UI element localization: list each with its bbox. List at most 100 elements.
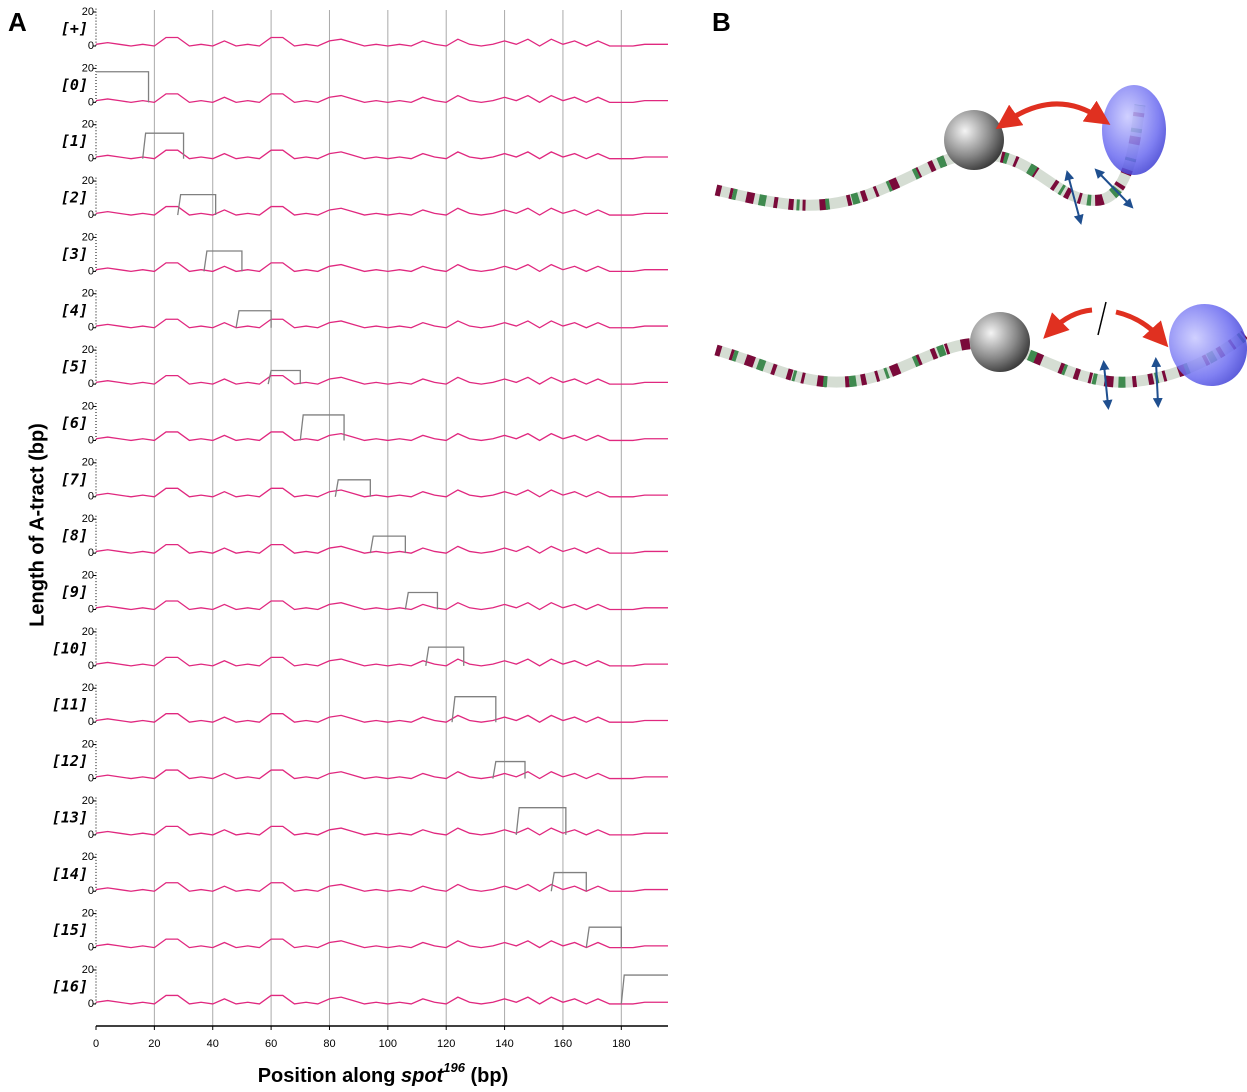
arrow bbox=[1043, 307, 1093, 339]
panel-title: [7] bbox=[61, 470, 88, 488]
x-label-part: spot bbox=[401, 1065, 445, 1087]
y-tick-label: 0 bbox=[88, 434, 94, 446]
y-tick-label: 20 bbox=[82, 908, 94, 920]
data-line bbox=[585, 926, 622, 948]
x-tick-label: 80 bbox=[323, 1038, 335, 1050]
slash bbox=[1097, 301, 1107, 336]
panel-title: [0] bbox=[61, 76, 88, 94]
y-tick-label: 20 bbox=[82, 626, 94, 638]
panel-title: [11] bbox=[52, 696, 88, 714]
dna-top bbox=[714, 104, 1146, 211]
panel-title: [4] bbox=[61, 301, 88, 319]
data-line bbox=[95, 374, 668, 385]
panel-title: [6] bbox=[61, 414, 88, 432]
data-line bbox=[95, 149, 668, 160]
x-tick-label: 0 bbox=[93, 1038, 99, 1050]
y-tick-label: 0 bbox=[88, 716, 94, 728]
arrow bbox=[1115, 309, 1169, 348]
data-line bbox=[177, 194, 217, 216]
y-tick-label: 20 bbox=[82, 6, 94, 18]
data-line bbox=[95, 938, 668, 949]
y-tick-label: 20 bbox=[82, 513, 94, 525]
data-line bbox=[95, 487, 668, 498]
panel-title: [1] bbox=[61, 132, 88, 150]
x-label-part: (bp) bbox=[465, 1065, 508, 1087]
data-line bbox=[95, 431, 668, 442]
data-line bbox=[95, 713, 668, 723]
panel-label: B bbox=[712, 7, 731, 37]
panel-title: [8] bbox=[61, 527, 88, 545]
data-line bbox=[95, 882, 668, 893]
data-line bbox=[95, 36, 668, 47]
y-tick-label: 0 bbox=[88, 378, 94, 390]
data-line bbox=[95, 205, 668, 216]
arrow bbox=[995, 100, 1111, 130]
y-tick-label: 20 bbox=[82, 738, 94, 750]
y-tick-label: 20 bbox=[82, 175, 94, 187]
x-tick-label: 120 bbox=[437, 1038, 455, 1050]
y-tick-label: 20 bbox=[82, 344, 94, 356]
x-tick-label: 100 bbox=[379, 1038, 397, 1050]
y-tick-label: 0 bbox=[88, 829, 94, 841]
panel-title: [14] bbox=[52, 865, 88, 883]
panel-title: [5] bbox=[61, 358, 88, 376]
y-tick-label: 0 bbox=[88, 322, 94, 334]
sphere bbox=[970, 312, 1030, 372]
panel-title: [2] bbox=[61, 189, 88, 207]
small-arrows bbox=[1064, 168, 1134, 225]
y-tick-label: 20 bbox=[82, 400, 94, 412]
x-tick-label: 60 bbox=[265, 1038, 277, 1050]
y-tick-label: 20 bbox=[82, 457, 94, 469]
y-tick-label: 0 bbox=[88, 998, 94, 1010]
data-line bbox=[451, 696, 497, 723]
panel-title: [9] bbox=[61, 583, 88, 601]
data-line bbox=[95, 769, 668, 780]
data-line bbox=[299, 414, 345, 441]
x-label-part: Position along bbox=[258, 1065, 401, 1087]
data-line bbox=[425, 646, 465, 666]
panel-title: [12] bbox=[52, 752, 88, 770]
data-line bbox=[203, 250, 243, 272]
y-tick-label: 20 bbox=[82, 119, 94, 131]
small-arrows bbox=[1099, 357, 1163, 410]
y-tick-label: 0 bbox=[88, 772, 94, 784]
data-line bbox=[95, 93, 668, 104]
data-line bbox=[550, 871, 587, 892]
panel-title: [3] bbox=[61, 245, 88, 263]
data-line bbox=[95, 656, 668, 667]
data-line bbox=[96, 71, 150, 103]
data-line bbox=[267, 369, 301, 385]
data-line bbox=[515, 807, 567, 835]
y-tick-label: 20 bbox=[82, 62, 94, 74]
y-tick-label: 0 bbox=[88, 660, 94, 672]
y-tick-label: 0 bbox=[88, 942, 94, 954]
data-line bbox=[235, 310, 272, 328]
y-tick-label: 0 bbox=[88, 153, 94, 165]
y-tick-label: 0 bbox=[88, 209, 94, 221]
ellipsoid bbox=[1168, 303, 1247, 387]
panel-title: [+] bbox=[61, 20, 88, 38]
y-tick-label: 20 bbox=[82, 288, 94, 300]
y-tick-label: 0 bbox=[88, 40, 94, 52]
y-tick-label: 20 bbox=[82, 964, 94, 976]
x-tick-label: 180 bbox=[612, 1038, 630, 1050]
x-axis-label: Position along spot196 (bp) bbox=[258, 1060, 509, 1087]
x-tick-label: 20 bbox=[148, 1038, 160, 1050]
y-tick-label: 20 bbox=[82, 795, 94, 807]
y-tick-label: 0 bbox=[88, 265, 94, 277]
y-axis-label: Length of A-tract (bp) bbox=[26, 423, 48, 627]
data-line bbox=[95, 318, 668, 329]
diagram bbox=[714, 85, 1247, 410]
x-tick-label: 140 bbox=[495, 1038, 513, 1050]
y-tick-label: 0 bbox=[88, 603, 94, 615]
data-line bbox=[492, 760, 526, 779]
y-tick-label: 20 bbox=[82, 231, 94, 243]
data-line bbox=[95, 262, 668, 273]
data-line bbox=[334, 479, 371, 497]
panel-title: [15] bbox=[52, 921, 88, 939]
data-line bbox=[620, 974, 668, 1005]
panel-title: [10] bbox=[52, 639, 88, 657]
y-tick-label: 20 bbox=[82, 851, 94, 863]
